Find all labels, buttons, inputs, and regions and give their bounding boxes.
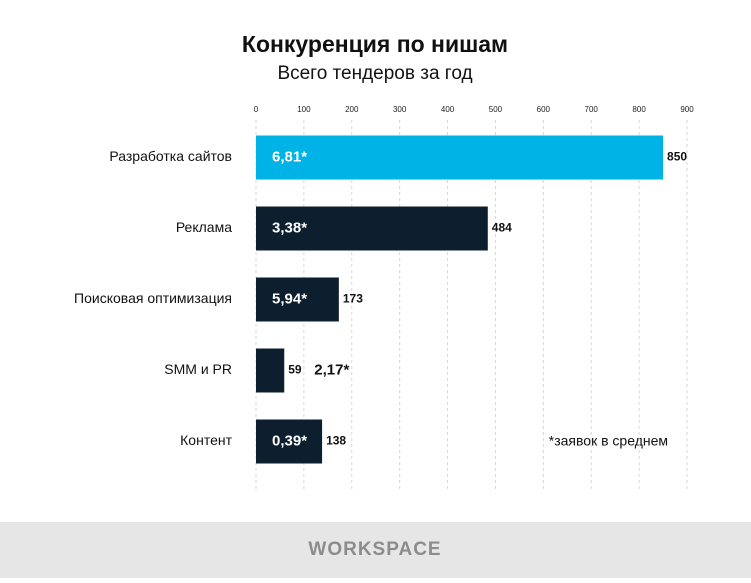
y-tick-label: Разработка сайтов: [109, 148, 232, 164]
chart-subtitle: Всего тендеров за год: [277, 63, 472, 84]
value-label: 138: [326, 434, 346, 448]
footer-brand: WORKSPACE: [308, 539, 441, 560]
x-tick-label: 900: [680, 105, 694, 114]
value-label: 850: [667, 150, 687, 164]
x-tick-label: 0: [254, 105, 259, 114]
bid-label: 6,81*: [272, 148, 307, 165]
bar: [256, 348, 285, 393]
bar: [256, 206, 488, 251]
bid-label: 2,17*: [314, 361, 349, 378]
footer-band: [0, 522, 751, 578]
x-tick-label: 400: [441, 105, 455, 114]
bid-label: 0,39*: [272, 432, 307, 449]
y-tick-label: SMM и PR: [164, 361, 232, 377]
x-tick-label: 700: [585, 105, 599, 114]
note: *заявок в среднем: [549, 433, 668, 449]
x-tick-label: 500: [489, 105, 503, 114]
bar: [256, 277, 339, 322]
x-tick-label: 200: [345, 105, 359, 114]
bid-label: 3,38*: [272, 219, 307, 236]
y-tick-label: Поисковая оптимизация: [74, 290, 232, 306]
y-tick-label: Контент: [180, 432, 232, 448]
value-label: 173: [343, 292, 363, 306]
value-label: 59: [288, 363, 302, 377]
value-label: 484: [492, 221, 512, 235]
bar: [256, 419, 323, 464]
bar: [256, 135, 664, 180]
x-tick-label: 800: [632, 105, 646, 114]
x-tick-label: 600: [537, 105, 551, 114]
x-tick-label: 100: [297, 105, 311, 114]
y-tick-label: Реклама: [176, 219, 232, 235]
x-tick-label: 300: [393, 105, 407, 114]
bid-label: 5,94*: [272, 290, 307, 307]
chart-title: Конкуренция по нишам: [242, 31, 508, 57]
